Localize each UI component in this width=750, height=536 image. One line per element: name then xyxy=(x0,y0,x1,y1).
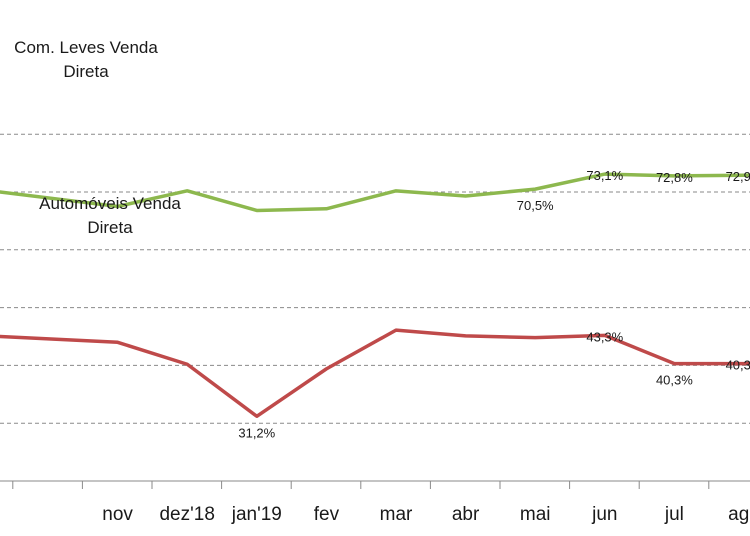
x-tick-label: jun xyxy=(591,504,617,525)
x-tick-label: dez'18 xyxy=(159,504,214,525)
x-tick-label: jan'19 xyxy=(231,504,282,525)
data-labels: 70,5% 73,1% 72,8% 72,9% 31,2% 43,3% 40,3% 40,3% xyxy=(238,168,750,440)
x-tick-label: ago xyxy=(728,504,750,525)
x-tick-label: fev xyxy=(314,504,340,525)
data-label: 40,3% xyxy=(656,373,693,388)
series-line-0 xyxy=(0,172,750,213)
series-label-com-leves: Com. Leves Venda Direta xyxy=(14,38,158,81)
x-tick-label: nov xyxy=(102,504,133,525)
data-label: 31,2% xyxy=(238,425,275,440)
data-label: 70,5% xyxy=(517,198,554,213)
data-label: 72,9% xyxy=(726,169,750,184)
data-label: 43,3% xyxy=(586,329,623,344)
data-label: 73,1% xyxy=(586,168,623,183)
gridlines xyxy=(0,133,750,424)
x-tick-label: mai xyxy=(520,504,551,525)
x-tick-label: jul xyxy=(664,504,684,525)
data-label: 72,8% xyxy=(656,170,693,185)
series-line-1 xyxy=(0,328,750,419)
series-lines xyxy=(0,172,750,419)
x-tick-label: mar xyxy=(380,504,413,525)
series-label-automoveis: Automóveis Venda Direta xyxy=(39,194,181,237)
data-label: 40,3% xyxy=(726,358,750,373)
x-axis-ticks xyxy=(12,481,710,489)
x-tick-label: abr xyxy=(452,504,480,525)
